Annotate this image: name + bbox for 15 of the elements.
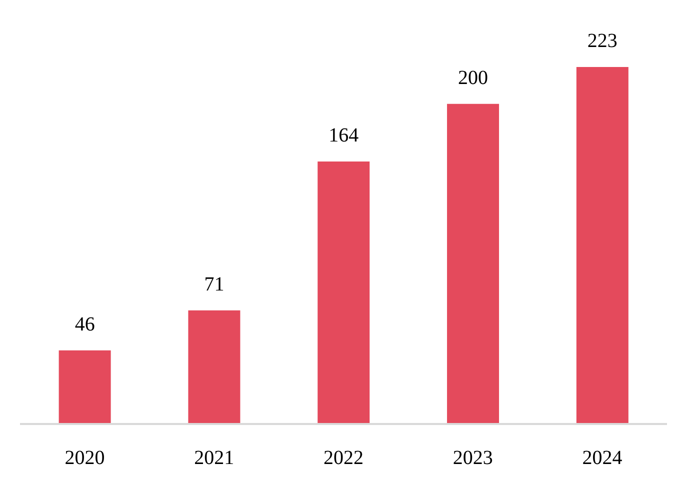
bar: [58, 350, 111, 424]
bar: [576, 67, 628, 424]
data-label: 223: [587, 30, 618, 52]
x-tick-label: 2024: [582, 447, 622, 470]
bar: [318, 161, 370, 424]
data-label: 200: [458, 66, 488, 89]
data-label: 46: [74, 313, 95, 336]
x-tick-label: 2021: [194, 447, 234, 470]
data-label: 164: [328, 124, 359, 146]
x-tick-label: 2020: [64, 447, 105, 470]
data-label: 71: [204, 273, 224, 296]
bar: [188, 310, 240, 424]
x-tick-label: 2022: [324, 447, 364, 470]
x-tick-label: 2023: [452, 447, 493, 470]
bar: [447, 104, 500, 424]
